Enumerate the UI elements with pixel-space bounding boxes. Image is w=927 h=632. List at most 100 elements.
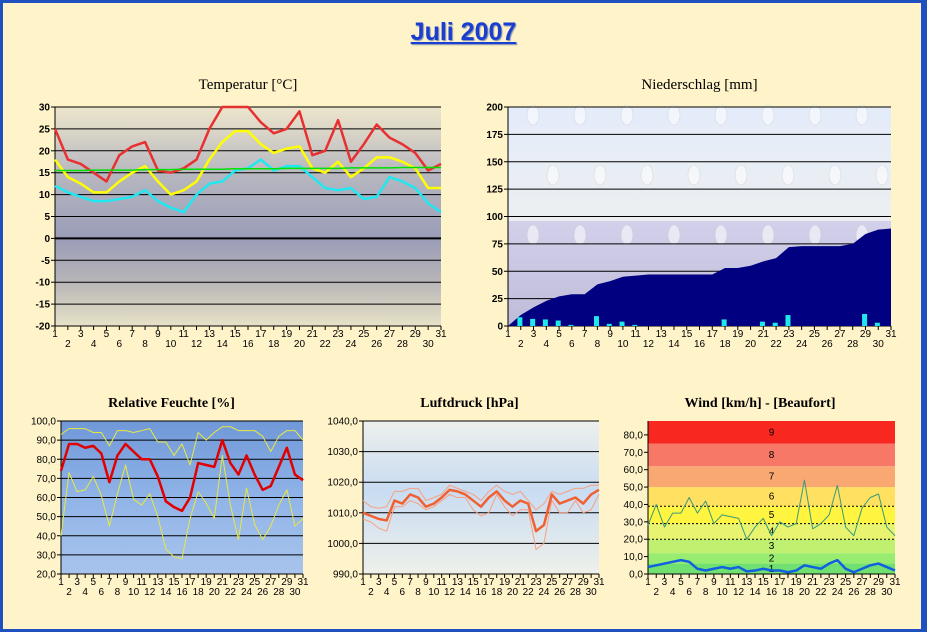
wind-series-line (647, 558, 896, 574)
y-tick-label: 60,0 (624, 465, 644, 476)
x-tick-label: 29 (873, 577, 885, 588)
x-tick-label: 3 (531, 329, 537, 340)
y-tick-label: 70,0 (37, 474, 57, 485)
x-tick-label: 21 (758, 329, 770, 340)
x-tick-label: 4 (91, 339, 97, 350)
x-tick-label: 5 (104, 329, 110, 340)
beaufort-band (648, 443, 895, 467)
x-tick-label: 13 (656, 329, 668, 340)
page-title: Juli 2007 (410, 18, 517, 46)
x-tick-label: 12 (733, 587, 745, 598)
x-tick-label: 15 (230, 329, 242, 340)
pressure-chart: 1040,01030,01020,01010,01000,0990,012345… (327, 417, 605, 599)
x-tick-label: 10 (617, 339, 629, 350)
x-tick-label: 11 (436, 577, 447, 588)
x-tick-label: 24 (241, 587, 253, 598)
x-tick-label: 16 (766, 587, 778, 598)
x-tick-label: 18 (719, 339, 731, 350)
x-tick-label: 24 (345, 339, 357, 350)
x-tick-label: 25 (249, 577, 261, 588)
y-tick-label: 25 (39, 124, 51, 135)
x-tick-label: 9 (155, 329, 161, 340)
raindrop-decoration (714, 104, 728, 126)
x-tick-label: 26 (257, 587, 269, 598)
y-tick-label: 10 (39, 190, 51, 201)
x-tick-label: 1 (360, 577, 366, 588)
pressure-chart-title: Luftdruck [hPa] (420, 396, 519, 411)
x-tick-label: 30 (423, 339, 435, 350)
raindrop-decoration (667, 104, 681, 126)
x-tick-label: 12 (444, 587, 456, 598)
x-tick-label: 4 (384, 587, 390, 598)
x-tick-label: 9 (711, 577, 717, 588)
raindrop-decoration (875, 164, 889, 186)
x-tick-label: 9 (607, 329, 613, 340)
x-tick-label: 1 (52, 329, 58, 340)
x-tick-label: 17 (483, 577, 495, 588)
x-tick-label: 11 (630, 329, 641, 340)
y-tick-label: -15 (36, 300, 51, 311)
beaufort-band (648, 539, 895, 554)
daily-precipitation-bar (785, 315, 791, 326)
x-tick-label: 20 (294, 339, 306, 350)
beaufort-label: 4 (769, 526, 775, 537)
y-tick-label: 15 (39, 168, 51, 179)
x-tick-label: 29 (281, 577, 293, 588)
x-tick-label: 13 (452, 577, 464, 588)
daily-precipitation-bar (606, 323, 612, 326)
x-tick-label: 29 (578, 577, 590, 588)
x-tick-label: 10 (165, 339, 177, 350)
x-tick-label: 3 (74, 577, 80, 588)
x-tick-label: 30 (586, 587, 598, 598)
daily-precipitation-bar (517, 317, 523, 326)
x-tick-label: 26 (371, 339, 383, 350)
raindrop-decoration (620, 224, 634, 246)
wind-chart: 12345678980,070,060,050,040,030,020,010,… (624, 421, 901, 598)
raindrop-decoration (640, 164, 654, 186)
x-tick-label: 11 (136, 577, 147, 588)
x-tick-label: 31 (593, 577, 605, 588)
temperature-series-line (53, 105, 442, 183)
x-tick-label: 15 (758, 577, 770, 588)
x-tick-label: 15 (681, 329, 693, 340)
x-tick-label: 28 (273, 587, 285, 598)
x-tick-label: 14 (460, 587, 472, 598)
x-tick-label: 30 (873, 339, 885, 350)
x-tick-label: 31 (435, 329, 447, 340)
x-tick-label: 22 (320, 339, 332, 350)
x-tick-label: 24 (796, 339, 808, 350)
raindrop-decoration (714, 224, 728, 246)
raindrop-decoration (761, 104, 775, 126)
y-tick-label: 40,0 (624, 500, 644, 511)
x-tick-label: 15 (468, 577, 480, 588)
raindrop-decoration (573, 104, 587, 126)
beaufort-label: 5 (769, 510, 775, 521)
temperature-series-line (53, 129, 441, 196)
x-tick-label: 22 (815, 587, 827, 598)
beaufort-band (648, 523, 895, 540)
y-tick-label: 1010,0 (327, 508, 358, 519)
y-tick-label: 30 (39, 103, 51, 114)
raindrop-decoration (593, 164, 607, 186)
x-tick-label: 19 (201, 577, 213, 588)
y-tick-label: 175 (486, 130, 503, 141)
x-tick-label: 22 (225, 587, 237, 598)
x-tick-label: 5 (90, 577, 96, 588)
x-tick-label: 21 (307, 329, 319, 340)
x-tick-label: 26 (554, 587, 566, 598)
y-tick-label: 50 (492, 267, 504, 278)
x-tick-label: 18 (268, 339, 280, 350)
temperature-series-line (55, 166, 441, 172)
x-tick-label: 22 (771, 339, 783, 350)
x-tick-label: 19 (499, 577, 511, 588)
y-tick-label: 1030,0 (327, 447, 358, 458)
x-tick-label: 16 (176, 587, 188, 598)
x-tick-label: 17 (707, 329, 719, 340)
cumulative-precipitation-area (508, 228, 891, 326)
x-tick-label: 14 (749, 587, 761, 598)
beaufort-band (648, 466, 895, 488)
y-tick-label: 30,0 (624, 517, 644, 528)
daily-precipitation-bar (555, 320, 561, 326)
